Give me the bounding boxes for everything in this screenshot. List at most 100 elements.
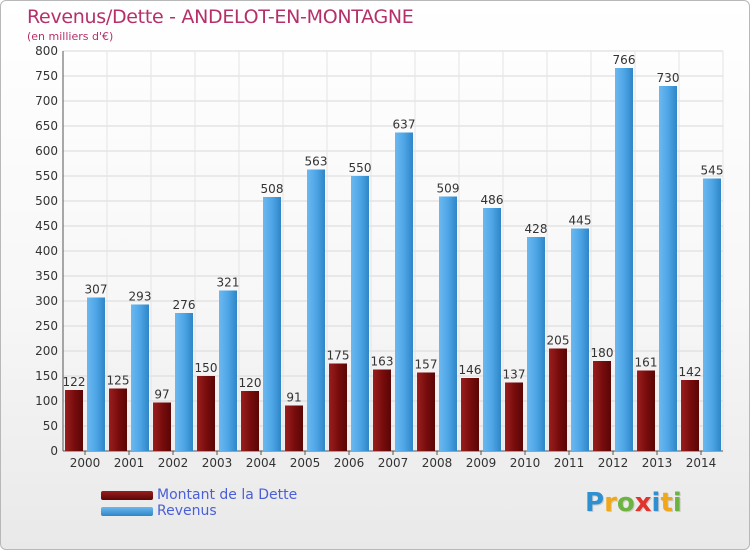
data-label: 120	[239, 376, 262, 390]
y-tick-label: 800	[35, 44, 58, 58]
data-label: 125	[107, 374, 130, 388]
x-tick-label: 2004	[246, 456, 277, 470]
proxiti-logo: Proxiti	[585, 488, 682, 518]
data-label: 205	[547, 334, 570, 348]
grid-lines	[63, 50, 724, 452]
bars	[65, 68, 721, 451]
bar-dette	[505, 382, 523, 451]
x-tick-label: 2013	[642, 456, 673, 470]
data-label: 180	[591, 346, 614, 360]
y-tick-label: 450	[35, 219, 58, 233]
y-tick-label: 250	[35, 319, 58, 333]
x-tick-label: 2009	[466, 456, 497, 470]
logo-letter: t	[660, 488, 673, 518]
data-label: 445	[569, 214, 592, 228]
data-label: 550	[349, 161, 372, 175]
y-tick-label: 550	[35, 169, 58, 183]
y-tick-label: 350	[35, 269, 58, 283]
data-label: 97	[154, 388, 169, 402]
bar-revenus	[527, 237, 545, 451]
data-label: 730	[657, 71, 680, 85]
bar-dette	[593, 361, 611, 451]
x-tick-label: 2011	[554, 456, 585, 470]
x-tick-label: 2006	[334, 456, 365, 470]
bar-revenus	[307, 169, 325, 451]
bar-revenus	[87, 297, 105, 451]
y-tick-label: 200	[35, 344, 58, 358]
y-tick-label: 400	[35, 244, 58, 258]
data-label: 545	[701, 164, 724, 178]
x-tick-label: 2008	[422, 456, 453, 470]
bar-dette	[285, 405, 303, 451]
data-labels: 122 307 125 293 97 276 150 321 120 508 91 563 175 550…	[63, 53, 724, 405]
bar-revenus	[351, 176, 369, 451]
x-tick-label: 2012	[598, 456, 629, 470]
x-tick-label: 2001	[114, 456, 145, 470]
y-tick-label: 300	[35, 294, 58, 308]
x-tick-label: 2002	[158, 456, 189, 470]
data-label: 276	[173, 298, 196, 312]
logo-letter: o	[616, 488, 635, 518]
legend-label-dette: Montant de la Dette	[157, 487, 298, 503]
logo-letter: i	[672, 488, 682, 518]
data-label: 161	[635, 356, 658, 370]
data-label: 91	[286, 391, 301, 405]
data-label: 157	[415, 358, 438, 372]
data-label: 486	[481, 193, 504, 207]
data-label: 163	[371, 355, 394, 369]
bar-revenus	[263, 197, 281, 451]
bar-dette	[637, 370, 655, 451]
logo-letter: i	[651, 488, 661, 518]
logo-letter: r	[604, 488, 617, 518]
data-label: 142	[679, 365, 702, 379]
x-tick-label: 2014	[686, 456, 717, 470]
y-tick-label: 0	[50, 444, 58, 458]
bar-revenus	[615, 68, 633, 451]
y-tick-label: 750	[35, 69, 58, 83]
data-label: 321	[217, 276, 240, 290]
data-label: 307	[85, 283, 108, 297]
legend-swatch-dette	[101, 491, 153, 500]
x-tick-label: 2000	[70, 456, 101, 470]
y-tick-label: 500	[35, 194, 58, 208]
data-label: 150	[195, 361, 218, 375]
chart-title: Revenus/Dette - ANDELOT-EN-MONTAGNE	[27, 6, 414, 28]
data-label: 509	[437, 182, 460, 196]
axes: 0 50 100 150 200 250 300 350 400 450 500 550 600 650 7…	[35, 44, 723, 470]
data-label: 428	[525, 222, 548, 236]
bar-revenus	[571, 228, 589, 451]
y-tick-label: 650	[35, 119, 58, 133]
y-tick-label: 150	[35, 369, 58, 383]
legend-swatch-revenus	[101, 507, 153, 516]
bar-dette	[241, 391, 259, 451]
bar-revenus	[131, 304, 149, 451]
logo-letter: P	[585, 488, 605, 518]
bar-revenus	[175, 313, 193, 451]
data-label: 175	[327, 349, 350, 363]
bar-revenus	[703, 178, 721, 451]
data-label: 563	[305, 155, 328, 169]
data-label: 122	[63, 375, 86, 389]
bar-revenus	[219, 290, 237, 451]
y-tick-label: 100	[35, 394, 58, 408]
bar-dette	[109, 388, 127, 451]
bar-dette	[373, 369, 391, 451]
y-tick-label: 50	[43, 419, 58, 433]
bar-revenus	[439, 196, 457, 451]
x-tick-label: 2003	[202, 456, 233, 470]
bar-dette	[65, 390, 83, 451]
data-label: 508	[261, 182, 284, 196]
logo-letter: x	[634, 488, 652, 518]
bar-dette	[197, 376, 215, 451]
bar-dette	[549, 348, 567, 451]
chart-subtitle: (en milliers d'€)	[27, 30, 114, 43]
bar-dette	[329, 363, 347, 451]
bar-dette	[461, 378, 479, 451]
data-label: 146	[459, 363, 482, 377]
x-tick-label: 2005	[290, 456, 321, 470]
data-label: 137	[503, 368, 526, 382]
data-label: 293	[129, 290, 152, 304]
bar-revenus	[483, 208, 501, 451]
